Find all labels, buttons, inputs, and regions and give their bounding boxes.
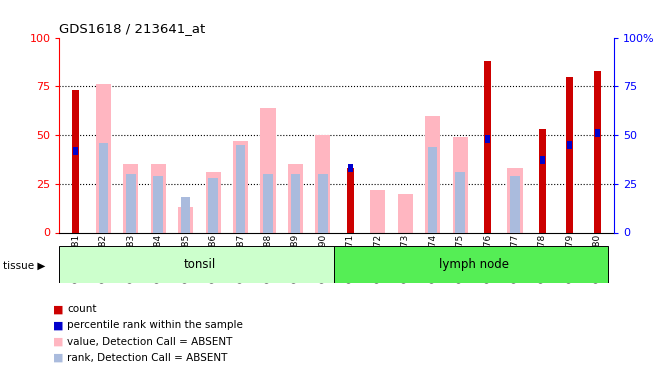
Bar <box>98 143 108 232</box>
Text: GDS1618 / 213641_at: GDS1618 / 213641_at <box>59 22 206 35</box>
Text: value, Detection Call = ABSENT: value, Detection Call = ABSENT <box>67 337 233 346</box>
Bar <box>453 137 468 232</box>
Bar <box>233 141 248 232</box>
Bar <box>59 246 334 283</box>
Bar <box>181 197 191 232</box>
Text: rank, Detection Call = ABSENT: rank, Detection Call = ABSENT <box>67 353 228 363</box>
Bar <box>595 129 600 137</box>
Bar <box>568 141 572 148</box>
Bar <box>398 194 412 232</box>
Bar <box>347 168 354 232</box>
Bar <box>236 145 246 232</box>
Text: ■: ■ <box>53 353 63 363</box>
Bar <box>96 84 111 232</box>
Bar <box>263 174 273 232</box>
Bar <box>484 61 491 232</box>
Bar <box>153 176 163 232</box>
Bar <box>510 176 520 232</box>
Bar <box>261 108 275 232</box>
Bar <box>370 190 385 232</box>
Text: ■: ■ <box>53 304 63 314</box>
Bar <box>594 70 601 232</box>
Bar <box>73 90 79 232</box>
Text: lymph node: lymph node <box>439 258 509 271</box>
Text: tissue ▶: tissue ▶ <box>3 261 46 271</box>
Bar <box>334 246 609 283</box>
Bar <box>123 164 139 232</box>
Bar <box>290 174 300 232</box>
Bar <box>126 174 135 232</box>
Text: ■: ■ <box>53 337 63 346</box>
Text: ■: ■ <box>53 321 63 330</box>
Text: percentile rank within the sample: percentile rank within the sample <box>67 321 243 330</box>
Bar <box>428 147 438 232</box>
Bar <box>73 147 79 154</box>
Bar <box>348 164 353 172</box>
Text: tonsil: tonsil <box>183 258 216 271</box>
Bar <box>209 178 218 232</box>
Bar <box>566 76 574 232</box>
Bar <box>315 135 331 232</box>
Bar <box>508 168 523 232</box>
Bar <box>288 164 303 232</box>
Bar <box>539 129 546 232</box>
Bar <box>178 207 193 232</box>
Bar <box>318 174 327 232</box>
Text: count: count <box>67 304 97 314</box>
Bar <box>455 172 465 232</box>
Bar <box>205 172 220 232</box>
Bar <box>540 156 545 164</box>
Bar <box>150 164 166 232</box>
Bar <box>485 135 490 143</box>
Bar <box>425 116 440 232</box>
